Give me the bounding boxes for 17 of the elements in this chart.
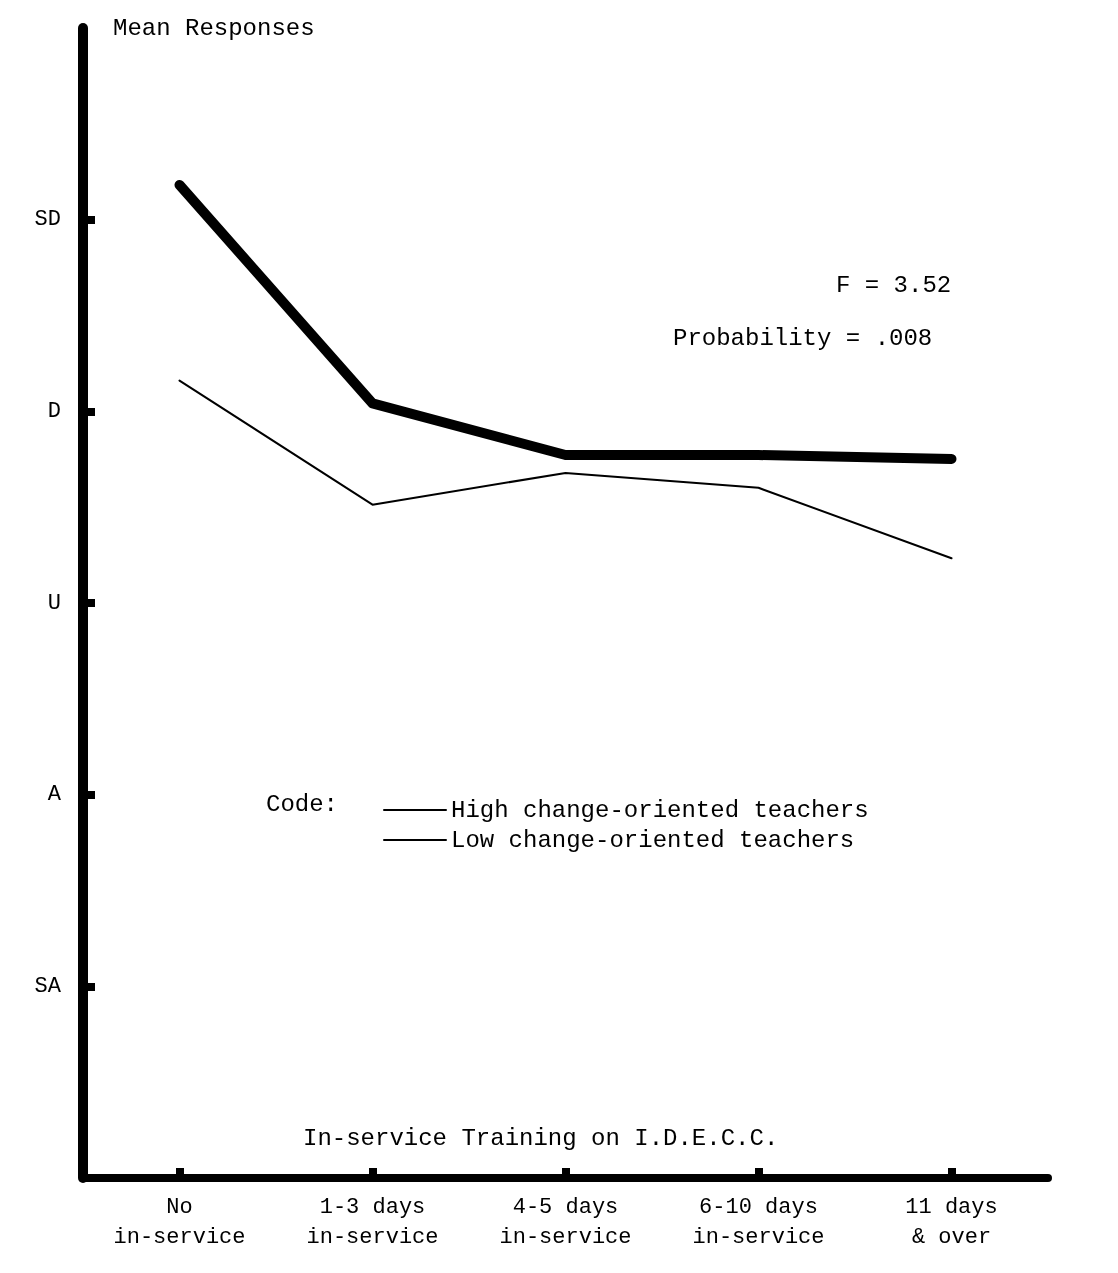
- text: U: [47, 590, 61, 616]
- x-tick-label: 4-5 days in-service: [499, 1194, 632, 1250]
- x-tick-label: 6-10 days in-service: [692, 1194, 825, 1250]
- x-tick-label: 11 days & over: [905, 1194, 998, 1250]
- annotation: Probability = .008: [673, 324, 933, 352]
- x-tick-label: 1-3 days in-service: [306, 1194, 439, 1250]
- text: SA: [34, 973, 62, 999]
- x-axis-title: In-service Training on I.D.E.C.C.: [303, 1124, 779, 1152]
- legend-title: Code:: [266, 790, 339, 818]
- annotation: F = 3.52: [836, 271, 952, 299]
- text: SD: [34, 207, 61, 233]
- text: A: [47, 782, 62, 808]
- text: D: [47, 398, 61, 424]
- legend-label: High change-oriented teachers: [451, 796, 869, 824]
- text: Mean Responses: [113, 14, 315, 42]
- x-tick-label: No in-service: [113, 1194, 246, 1250]
- legend-label: Low change-oriented teachers: [451, 826, 855, 854]
